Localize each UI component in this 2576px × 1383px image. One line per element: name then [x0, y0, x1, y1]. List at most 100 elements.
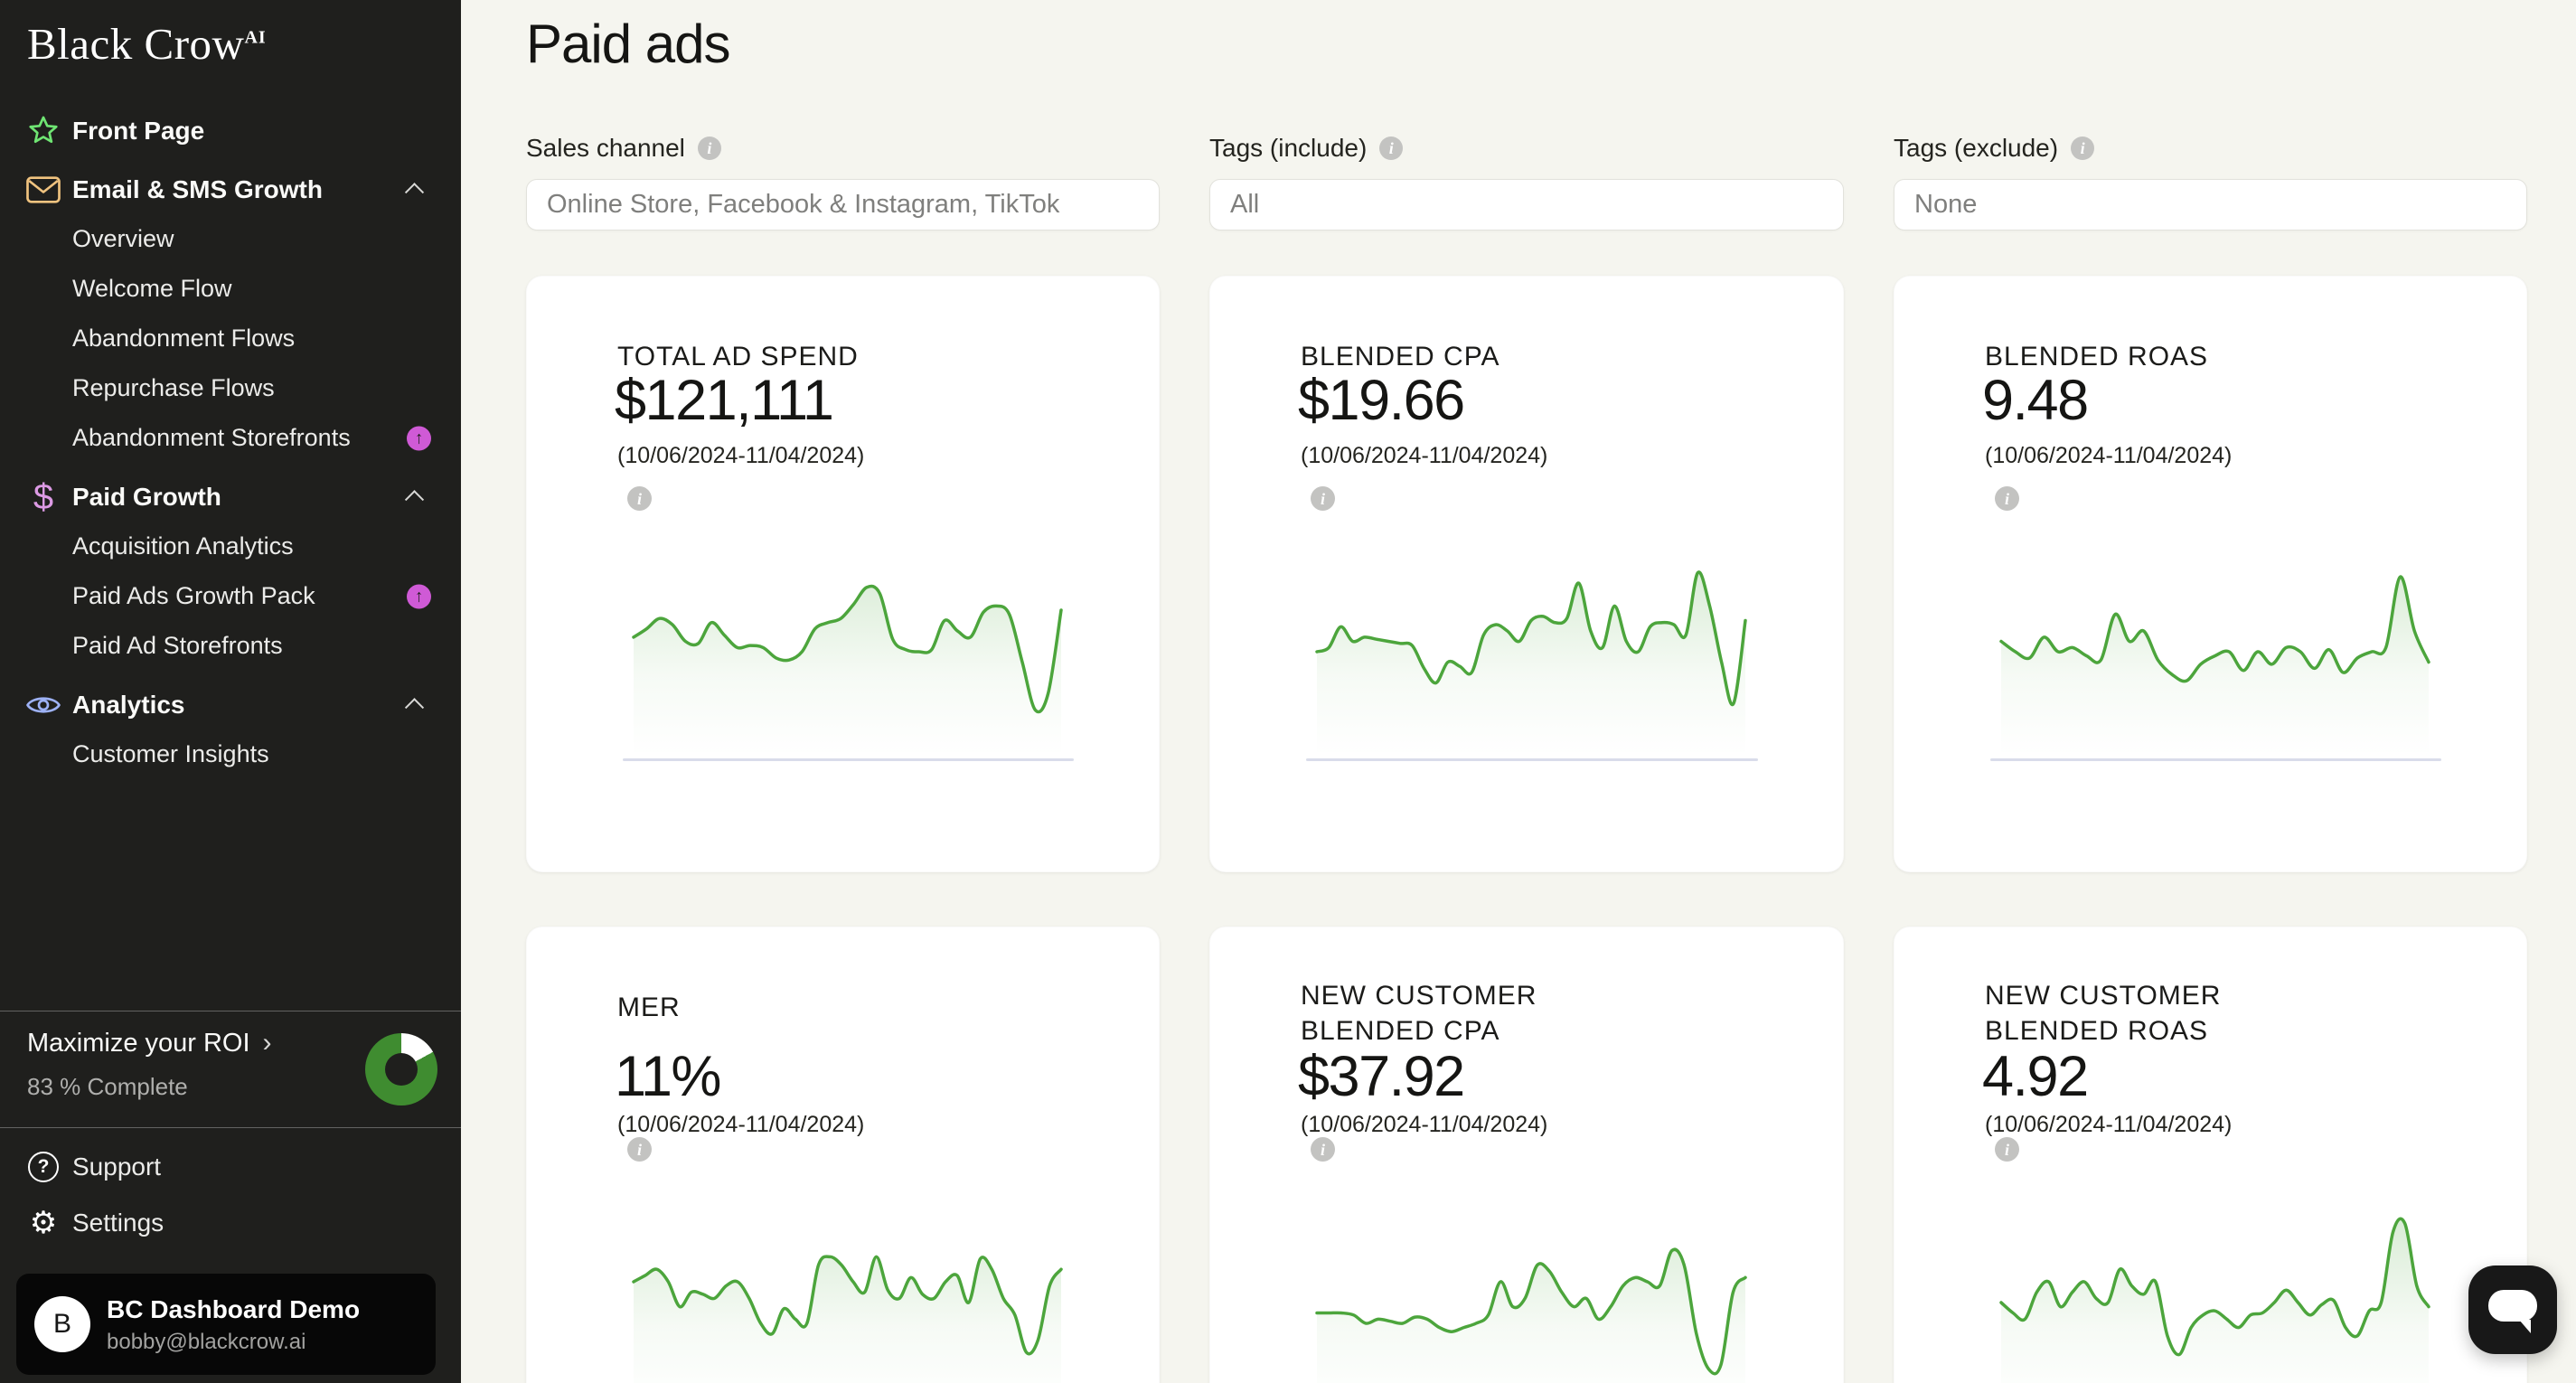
sidebar-item-label: Repurchase Flows — [72, 374, 275, 401]
metric-title: NEW CUSTOMER BLENDED ROAS — [1985, 981, 2222, 1046]
roi-progress-donut — [365, 1033, 437, 1105]
metric-info[interactable] — [1995, 1137, 2019, 1162]
user-account-card[interactable]: B BC Dashboard Demo bobby@blackcrow.ai — [16, 1274, 436, 1375]
sidebar-item-settings[interactable]: ⚙ Settings — [0, 1195, 461, 1251]
filter-label: Sales channel — [526, 134, 1160, 163]
chart-baseline — [623, 758, 1074, 761]
metric-date-range: (10/06/2024-11/04/2024) — [1301, 1112, 1548, 1137]
main-content: Paid ads Sales channel Tags (include) Ta… — [461, 0, 2576, 1383]
metric-value: 9.48 — [1982, 369, 2089, 432]
sidebar-item-label: Paid Ads Growth Pack — [72, 582, 315, 609]
chat-bubble-tail-icon — [2519, 1320, 2531, 1333]
chat-bubble-icon — [2488, 1290, 2537, 1322]
sidebar-item-overview[interactable]: Overview — [0, 214, 461, 264]
sidebar-item-label: Customer Insights — [72, 740, 269, 767]
sidebar-item-acquisition-analytics[interactable]: Acquisition Analytics — [0, 522, 461, 571]
info-icon — [1311, 486, 1335, 511]
metric-value: 11% — [615, 1045, 721, 1108]
sidebar-item-label: Paid Growth — [72, 482, 221, 511]
sidebar-item-email-sms-growth[interactable]: Email & SMS Growth — [0, 165, 461, 214]
sidebar-item-label: Abandonment Storefronts — [72, 424, 351, 451]
sidebar-item-support[interactable]: ? Support — [0, 1139, 461, 1195]
metric-info[interactable] — [1311, 486, 1335, 511]
roi-progress-panel[interactable]: Maximize your ROI › 83 % Complete — [0, 1011, 461, 1128]
metric-title: TOTAL AD SPEND — [617, 341, 859, 372]
info-icon[interactable] — [2071, 136, 2095, 160]
sidebar-item-label: Settings — [72, 1209, 165, 1237]
avatar: B — [34, 1296, 90, 1352]
user-email: bobby@blackcrow.ai — [107, 1330, 306, 1354]
metric-card-new-customer-blended-cpa: NEW CUSTOMER BLENDED CPA $37.92 (10/06/2… — [1209, 927, 1844, 1383]
info-icon — [1995, 486, 2019, 511]
metric-date-range: (10/06/2024-11/04/2024) — [1985, 1112, 2233, 1137]
metric-info[interactable] — [627, 486, 652, 511]
info-icon[interactable] — [697, 136, 721, 160]
star-icon — [25, 114, 61, 148]
tags-exclude-input[interactable] — [1894, 179, 2527, 230]
sidebar-item-customer-insights[interactable]: Customer Insights — [0, 729, 461, 779]
sidebar-item-repurchase-flows[interactable]: Repurchase Flows — [0, 363, 461, 413]
info-icon — [627, 486, 652, 511]
sidebar-nav: Front Page Email & SMS Growth Overview W… — [0, 97, 461, 779]
sales-channel-input[interactable] — [526, 179, 1160, 230]
roi-title: Maximize your ROI › — [27, 1028, 272, 1058]
info-icon — [627, 1137, 652, 1162]
filter-tags-exclude: Tags (exclude) — [1894, 134, 2527, 230]
sidebar-item-label: Overview — [72, 225, 174, 252]
sparkline-chart — [623, 548, 1074, 761]
chevron-up-icon[interactable] — [404, 489, 425, 509]
metric-date-range: (10/06/2024-11/04/2024) — [617, 1112, 865, 1137]
page-title: Paid ads — [526, 14, 730, 74]
metric-card-mer: MER 11% (10/06/2024-11/04/2024) — [526, 927, 1160, 1383]
chevron-right-icon: › — [262, 1028, 272, 1058]
info-icon[interactable] — [1379, 136, 1404, 160]
sidebar-item-paid-growth[interactable]: $ Paid Growth — [0, 472, 461, 522]
roi-progress-text: 83 % Complete — [27, 1073, 188, 1100]
metric-value: $121,111 — [615, 369, 834, 432]
brand-ai-superscript: AI — [244, 27, 267, 48]
dollar-icon: $ — [33, 476, 54, 517]
metric-value: $37.92 — [1298, 1045, 1465, 1108]
metric-card-blended-roas: BLENDED ROAS 9.48 (10/06/2024-11/04/2024… — [1894, 276, 2527, 872]
sidebar-item-paid-ads-growth-pack[interactable]: Paid Ads Growth Pack — [0, 571, 461, 621]
sidebar-item-label: Analytics — [72, 690, 185, 719]
sidebar-item-abandonment-flows[interactable]: Abandonment Flows — [0, 314, 461, 363]
metric-card-total-ad-spend: TOTAL AD SPEND $121,111 (10/06/2024-11/0… — [526, 276, 1160, 872]
chevron-up-icon[interactable] — [404, 697, 425, 717]
metric-date-range: (10/06/2024-11/04/2024) — [1985, 443, 2233, 468]
metric-info[interactable] — [1311, 1137, 1335, 1162]
metric-info[interactable] — [627, 1137, 652, 1162]
metric-info[interactable] — [1995, 486, 2019, 511]
sidebar-footer: ? Support ⚙ Settings — [0, 1139, 461, 1251]
metric-value: 4.92 — [1982, 1045, 2089, 1108]
chevron-up-icon[interactable] — [404, 182, 425, 202]
chat-launcher-button[interactable] — [2468, 1265, 2557, 1354]
metric-card-new-customer-blended-roas: NEW CUSTOMER BLENDED ROAS 4.92 (10/06/20… — [1894, 927, 2527, 1383]
upgrade-arrow-badge-icon — [407, 584, 431, 608]
metric-date-range: (10/06/2024-11/04/2024) — [1301, 443, 1548, 468]
metric-title: BLENDED CPA — [1301, 341, 1500, 372]
brand-name: Black Crow — [27, 19, 245, 69]
sidebar-item-welcome-flow[interactable]: Welcome Flow — [0, 264, 461, 314]
sidebar-item-label: Support — [72, 1152, 162, 1181]
sparkline-chart — [2001, 1199, 2429, 1383]
filter-label: Tags (include) — [1209, 134, 1844, 163]
sidebar-item-front-page[interactable]: Front Page — [0, 106, 461, 155]
gear-icon: ⚙ — [29, 1206, 58, 1240]
sidebar-item-paid-ad-storefronts[interactable]: Paid Ad Storefronts — [0, 621, 461, 671]
metric-date-range: (10/06/2024-11/04/2024) — [617, 443, 865, 468]
sidebar-item-abandonment-storefronts[interactable]: Abandonment Storefronts — [0, 413, 461, 463]
sparkline-chart — [634, 1199, 1061, 1383]
help-icon: ? — [25, 1152, 61, 1182]
chart-baseline — [1306, 758, 1758, 761]
sidebar: Black CrowAI Front Page Email & SMS — [0, 0, 461, 1383]
sidebar-item-analytics[interactable]: Analytics — [0, 680, 461, 729]
sidebar-item-label: Welcome Flow — [72, 275, 232, 302]
metric-title: BLENDED ROAS — [1985, 341, 2209, 372]
sidebar-item-label: Acquisition Analytics — [72, 532, 294, 560]
metric-title: MER — [617, 992, 681, 1022]
filter-sales-channel: Sales channel — [526, 134, 1160, 230]
tags-include-input[interactable] — [1209, 179, 1844, 230]
user-name: BC Dashboard Demo — [107, 1295, 361, 1323]
upgrade-arrow-badge-icon — [407, 426, 431, 450]
